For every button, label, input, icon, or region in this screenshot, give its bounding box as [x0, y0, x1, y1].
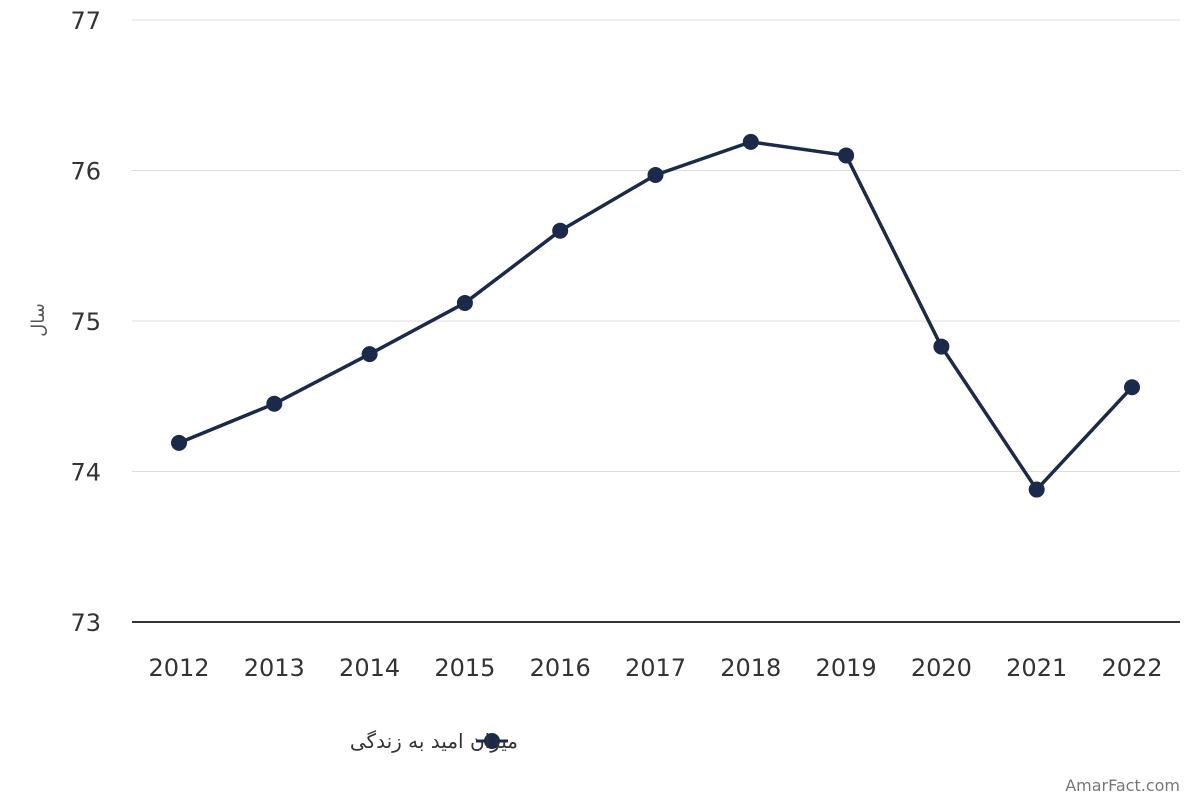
x-tick-label: 2020	[911, 654, 972, 682]
series-line	[178, 140, 1134, 492]
data-point[interactable]	[171, 434, 187, 451]
data-point[interactable]	[552, 222, 569, 239]
data-point[interactable]	[1124, 379, 1140, 396]
x-tick-label: 2019	[816, 654, 877, 682]
data-point[interactable]	[838, 147, 855, 164]
series-lines	[178, 140, 1134, 492]
data-point[interactable]	[647, 167, 664, 184]
y-tick-label: 74	[70, 459, 101, 487]
legend: میزان امید به زندگی	[350, 729, 518, 753]
x-tick-label: 2021	[1006, 654, 1067, 682]
x-tick-label: 2013	[244, 654, 305, 682]
legend-marker-swatch	[484, 733, 500, 749]
x-tick-label: 2016	[530, 654, 591, 682]
data-point[interactable]	[266, 395, 283, 412]
x-tick-label: 2012	[148, 654, 209, 682]
legend-label: میزان امید به زندگی	[350, 729, 518, 753]
y-tick-label: 73	[70, 609, 101, 637]
x-axis-ticks: 2012 2013 2014 2015 2016 2017 2018 2019 2020 2021…	[148, 654, 1162, 682]
series-points	[171, 133, 1140, 498]
gridlines	[132, 19, 1180, 623]
x-tick-label: 2018	[720, 654, 781, 682]
y-axis-ticks: 73 74 75 76 77	[70, 7, 101, 637]
y-axis-label: سال	[28, 303, 49, 337]
data-point[interactable]	[456, 294, 473, 311]
x-tick-label: 2015	[434, 654, 495, 682]
x-tick-label: 2022	[1101, 654, 1162, 682]
y-tick-label: 76	[70, 158, 101, 186]
data-point[interactable]	[361, 346, 378, 363]
x-tick-label: 2014	[339, 654, 400, 682]
data-point[interactable]	[1028, 481, 1045, 498]
watermark: AmarFact.com	[1065, 776, 1180, 795]
x-tick-label: 2017	[625, 654, 686, 682]
data-point[interactable]	[742, 133, 759, 150]
y-tick-label: 77	[70, 7, 101, 35]
y-tick-label: 75	[70, 308, 101, 336]
data-point[interactable]	[933, 338, 950, 355]
